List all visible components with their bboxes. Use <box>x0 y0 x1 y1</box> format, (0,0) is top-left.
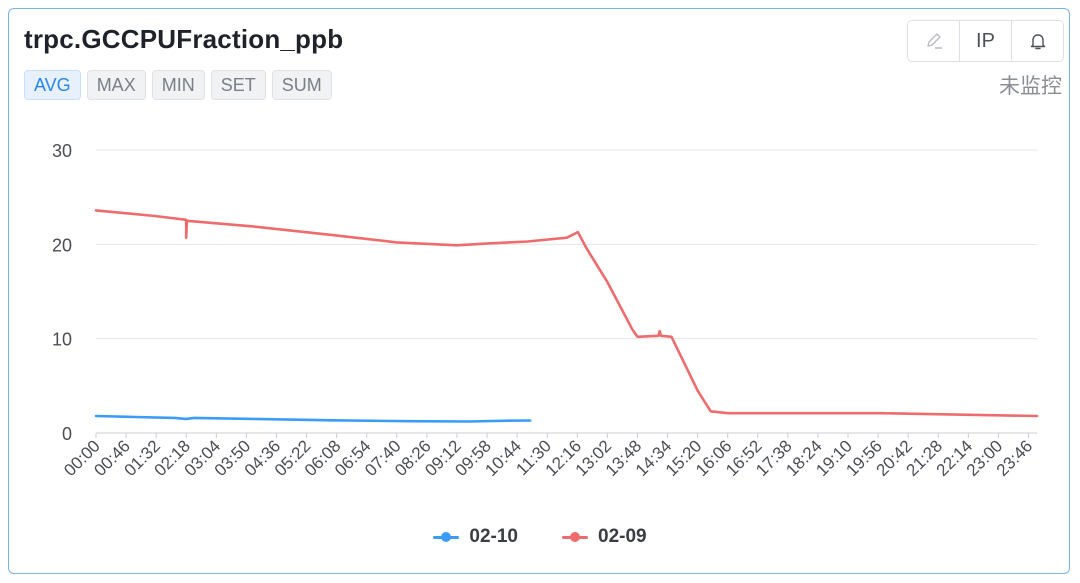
tab-set[interactable]: SET <box>210 70 266 100</box>
x-axis-ticks: 00:0000:4601:3202:1803:0403:5004:3605:22… <box>60 433 1036 480</box>
monitor-status: 未监控 <box>999 75 1062 98</box>
chart-card <box>8 8 1070 574</box>
legend-label-0209: 02-09 <box>598 526 647 547</box>
series-lines <box>94 209 1039 423</box>
y-tick-label: 0 <box>62 424 72 444</box>
pencil-icon <box>926 33 942 49</box>
tab-max[interactable]: MAX <box>86 70 146 100</box>
legend-label-0210: 02-10 <box>469 526 518 547</box>
legend-item-0210[interactable]: 02-10 <box>433 526 518 548</box>
series-line-02-09 <box>94 209 1039 418</box>
ip-button[interactable]: IP <box>960 21 1012 61</box>
aggregation-tabs: AVG MAX MIN SET SUM <box>24 70 332 100</box>
alert-button[interactable] <box>1012 21 1063 61</box>
y-tick-label: 20 <box>52 235 72 255</box>
legend-swatch-0209 <box>562 530 588 544</box>
chart-title: trpc.GCCPUFraction_ppb <box>24 24 344 54</box>
legend-item-0209[interactable]: 02-09 <box>562 526 647 548</box>
bell-icon <box>1030 34 1045 50</box>
y-tick-label: 30 <box>52 141 72 161</box>
tab-min[interactable]: MIN <box>151 70 205 100</box>
y-axis-ticks: 0 10 20 30 <box>52 141 72 444</box>
legend-swatch-0210 <box>433 530 460 544</box>
legend: 02-10 02-09 <box>0 526 1080 548</box>
y-tick-label: 10 <box>52 330 72 350</box>
tab-sum[interactable]: SUM <box>271 70 332 100</box>
edit-button[interactable] <box>908 21 960 61</box>
series-line-02-10 <box>94 414 532 423</box>
grid-lines <box>96 149 1037 434</box>
toolbar: IP <box>907 20 1064 62</box>
tab-avg[interactable]: AVG <box>24 70 81 100</box>
